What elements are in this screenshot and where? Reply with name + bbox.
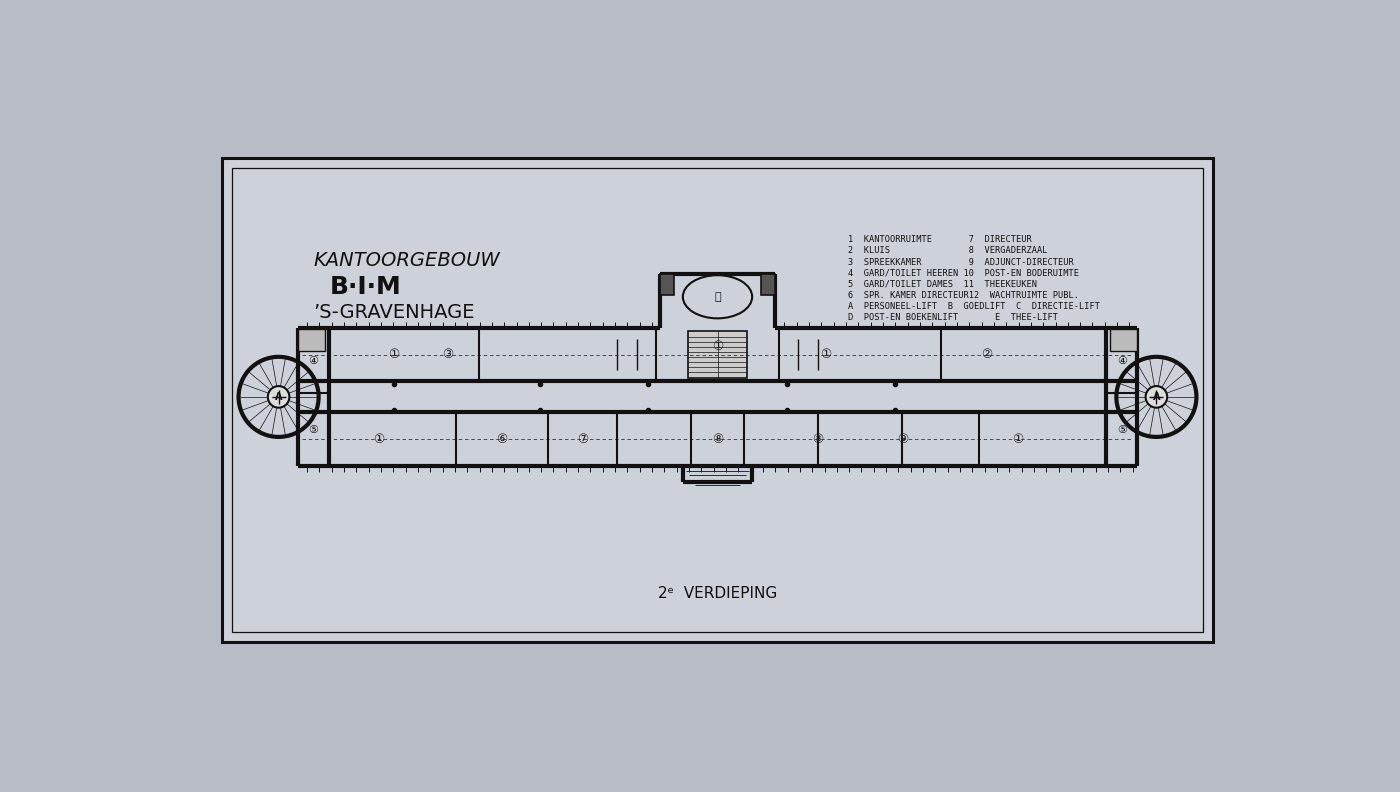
- Text: A: A: [274, 392, 283, 402]
- Bar: [659, 274, 776, 328]
- Text: B·I·M: B·I·M: [330, 275, 402, 299]
- Text: 4  GARD/TOILET HEEREN 10  POST-EN BODERUIMTE: 4 GARD/TOILET HEEREN 10 POST-EN BODERUIM…: [848, 268, 1079, 278]
- Bar: [762, 274, 776, 295]
- Text: ①: ①: [388, 348, 400, 361]
- Text: ①: ①: [819, 348, 832, 361]
- Text: 3  SPREEKKAMER         9  ADJUNCT-DIRECTEUR: 3 SPREEKKAMER 9 ADJUNCT-DIRECTEUR: [848, 257, 1074, 267]
- Bar: [689, 331, 746, 378]
- Bar: [232, 168, 1203, 632]
- Text: ⑧: ⑧: [711, 432, 724, 446]
- Bar: [298, 328, 1137, 382]
- Text: ⑦: ⑦: [577, 432, 588, 446]
- Text: 2ᵉ  VERDIEPING: 2ᵉ VERDIEPING: [658, 586, 777, 600]
- Text: 1  KANTOORRUIMTE       7  DIRECTEUR: 1 KANTOORRUIMTE 7 DIRECTEUR: [848, 235, 1032, 244]
- Ellipse shape: [683, 275, 752, 318]
- Text: 2  KLUIS               8  VERGADERZAAL: 2 KLUIS 8 VERGADERZAAL: [848, 246, 1047, 255]
- Text: ⑧: ⑧: [812, 432, 823, 446]
- Text: ⑥: ⑥: [496, 432, 508, 446]
- Bar: [298, 329, 325, 351]
- Bar: [1110, 329, 1137, 351]
- Text: ①: ①: [372, 432, 385, 446]
- Circle shape: [1116, 357, 1197, 437]
- Text: ⑤: ⑤: [1117, 425, 1127, 435]
- Text: D  POST-EN BOEKENLIFT       E  THEE-LIFT: D POST-EN BOEKENLIFT E THEE-LIFT: [848, 314, 1058, 322]
- Circle shape: [267, 386, 290, 408]
- Text: ②: ②: [981, 348, 993, 361]
- Text: 6  SPR. KAMER DIRECTEUR12  WACHTRUIMTE PUBL.: 6 SPR. KAMER DIRECTEUR12 WACHTRUIMTE PUB…: [848, 291, 1079, 300]
- Text: ③: ③: [442, 348, 454, 361]
- Text: ④: ④: [308, 356, 318, 366]
- Text: A: A: [1152, 392, 1161, 402]
- Bar: [223, 158, 1212, 642]
- Circle shape: [238, 357, 319, 437]
- Text: A  PERSONEEL-LIFT  B  GOEDLIFT  C  DIRECTIE-LIFT: A PERSONEEL-LIFT B GOEDLIFT C DIRECTIE-L…: [848, 303, 1100, 311]
- Text: ⑤: ⑤: [308, 425, 318, 435]
- Text: KANTOORGEBOUW: KANTOORGEBOUW: [314, 250, 500, 269]
- Text: ④: ④: [1117, 356, 1127, 366]
- Text: ⑫: ⑫: [714, 291, 721, 302]
- Text: 5  GARD/TOILET DAMES  11  THEEKEUKEN: 5 GARD/TOILET DAMES 11 THEEKEUKEN: [848, 280, 1037, 289]
- Bar: [298, 382, 1137, 413]
- Circle shape: [1145, 386, 1168, 408]
- Bar: [298, 413, 1137, 466]
- Text: ①: ①: [1012, 432, 1023, 446]
- Bar: [659, 274, 673, 295]
- Text: ’S-GRAVENHAGE: ’S-GRAVENHAGE: [314, 303, 475, 322]
- Bar: [223, 158, 1212, 642]
- Text: ⑨: ⑨: [896, 432, 909, 446]
- Text: ①: ①: [711, 341, 724, 353]
